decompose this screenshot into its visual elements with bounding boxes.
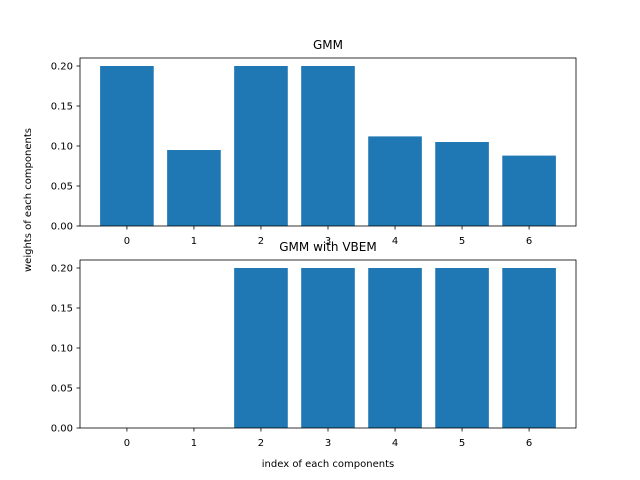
y-tick-label: 0.10 [51, 344, 73, 355]
x-tick-label: 4 [392, 236, 398, 247]
bar-group [100, 66, 556, 226]
y-tick-label: 0.15 [51, 304, 73, 315]
x-tick-label: 3 [325, 438, 331, 449]
x-tick-label: 5 [459, 438, 465, 449]
bar-2 [234, 268, 288, 428]
chart-title: GMM with VBEM [279, 240, 376, 254]
bar-2 [234, 66, 288, 226]
x-tick-label: 3 [325, 236, 331, 247]
bar-0 [100, 66, 154, 226]
y-tick-label: 0.05 [51, 384, 73, 395]
y-tick-label: 0.20 [51, 264, 73, 275]
bar-4 [368, 268, 422, 428]
y-axis-ticks: 0.00 0.05 0.10 0.15 0.20 [51, 62, 80, 233]
subplot-gmm: 0.00 0.05 0.10 0.15 0.20 0 1 2 3 4 5 6 GMM weights… [23, 38, 577, 272]
x-tick-label: 2 [258, 438, 264, 449]
y-tick-label: 0.05 [51, 182, 73, 193]
subplot-gmm-vbem: 0.00 0.05 0.10 0.15 0.20 0 1 2 3 4 5 6 GMM with VB… [51, 240, 577, 470]
y-tick-label: 0.20 [51, 62, 73, 73]
y-tick-label: 0.10 [51, 142, 73, 153]
x-axis-ticks: 0 1 2 3 4 5 6 [124, 226, 532, 247]
x-tick-label: 4 [392, 438, 398, 449]
x-axis-ticks: 0 1 2 3 4 5 6 [124, 428, 532, 449]
y-axis-ticks: 0.00 0.05 0.10 0.15 0.20 [51, 264, 80, 435]
y-tick-label: 0.00 [51, 424, 73, 435]
x-tick-label: 6 [526, 438, 532, 449]
y-axis-label: weights of each components [23, 128, 34, 272]
bar-5 [435, 268, 489, 428]
bar-5 [435, 142, 489, 226]
bar-6 [502, 268, 556, 428]
x-tick-label: 2 [258, 236, 264, 247]
x-tick-label: 6 [526, 236, 532, 247]
y-tick-label: 0.15 [51, 102, 73, 113]
bar-3 [301, 268, 355, 428]
chart-title: GMM [313, 38, 343, 52]
x-axis-label: index of each components [262, 459, 394, 470]
bar-4 [368, 136, 422, 226]
bar-6 [502, 155, 556, 226]
x-tick-label: 5 [459, 236, 465, 247]
x-tick-label: 0 [124, 236, 130, 247]
x-tick-label: 0 [124, 438, 130, 449]
bar-1 [167, 150, 221, 226]
y-tick-label: 0.00 [51, 222, 73, 233]
bar-3 [301, 66, 355, 226]
x-tick-label: 1 [191, 438, 197, 449]
x-tick-label: 1 [191, 236, 197, 247]
bar-group [234, 268, 556, 428]
